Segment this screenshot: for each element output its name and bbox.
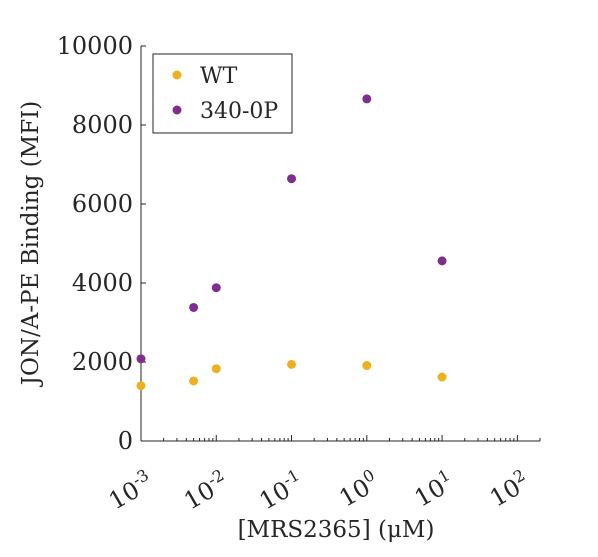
data-point-340-0p <box>437 256 447 266</box>
data-point-wt <box>189 376 199 386</box>
data-point-340-0p <box>211 283 221 293</box>
x-axis-label: [MRS2365] (μM) <box>238 517 435 543</box>
legend-marker-wt <box>172 70 182 80</box>
data-points <box>136 94 447 391</box>
y-tick-label: 8000 <box>72 111 133 139</box>
data-point-wt <box>437 372 447 382</box>
y-axis-label: JON/A-PE Binding (MFI) <box>18 101 44 387</box>
legend-box <box>152 53 293 134</box>
y-tick-label: 4000 <box>72 269 133 297</box>
data-point-wt <box>362 361 372 371</box>
data-point-340-0p <box>189 302 199 312</box>
legend-marker-340-0p <box>172 105 182 115</box>
legend-label-340-0p: 340-0P <box>200 99 278 124</box>
data-point-wt <box>211 364 221 374</box>
y-tick-label: 6000 <box>72 190 133 218</box>
y-tick-label: 0 <box>118 427 133 455</box>
data-point-340-0p <box>287 174 297 184</box>
data-point-wt <box>136 381 146 391</box>
data-point-340-0p <box>362 94 372 104</box>
y-tick-label: 10000 <box>57 32 133 60</box>
legend: WT 340-0P <box>152 53 293 134</box>
legend-label-wt: WT <box>200 64 238 89</box>
y-tick-label: 2000 <box>72 348 133 376</box>
data-point-340-0p <box>136 354 146 364</box>
data-point-wt <box>287 359 297 369</box>
